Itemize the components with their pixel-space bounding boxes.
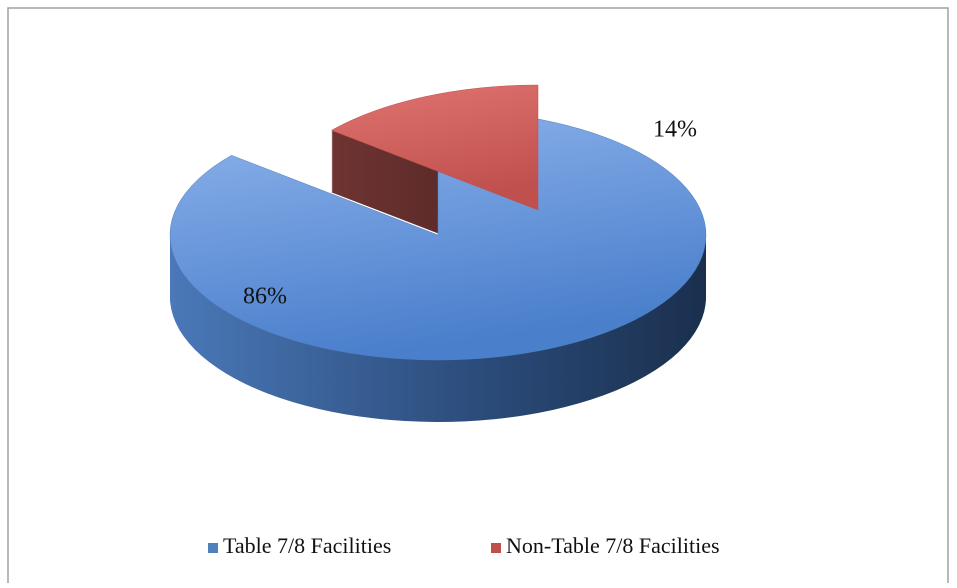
legend-swatch (208, 543, 218, 553)
data-label: 86% (243, 284, 287, 310)
pie: 86% 14% (169, 84, 707, 423)
data-label: 14% (653, 117, 697, 143)
slice (169, 109, 707, 361)
legend: Table 7/8 Facilities Non-Table 7/8 Facili… (208, 533, 720, 558)
slice (330, 84, 539, 211)
legend-label: Table 7/8 Facilities (223, 533, 391, 558)
legend-swatch (491, 543, 501, 553)
chart-frame (7, 7, 949, 588)
legend-label: Non-Table 7/8 Facilities (506, 533, 720, 558)
